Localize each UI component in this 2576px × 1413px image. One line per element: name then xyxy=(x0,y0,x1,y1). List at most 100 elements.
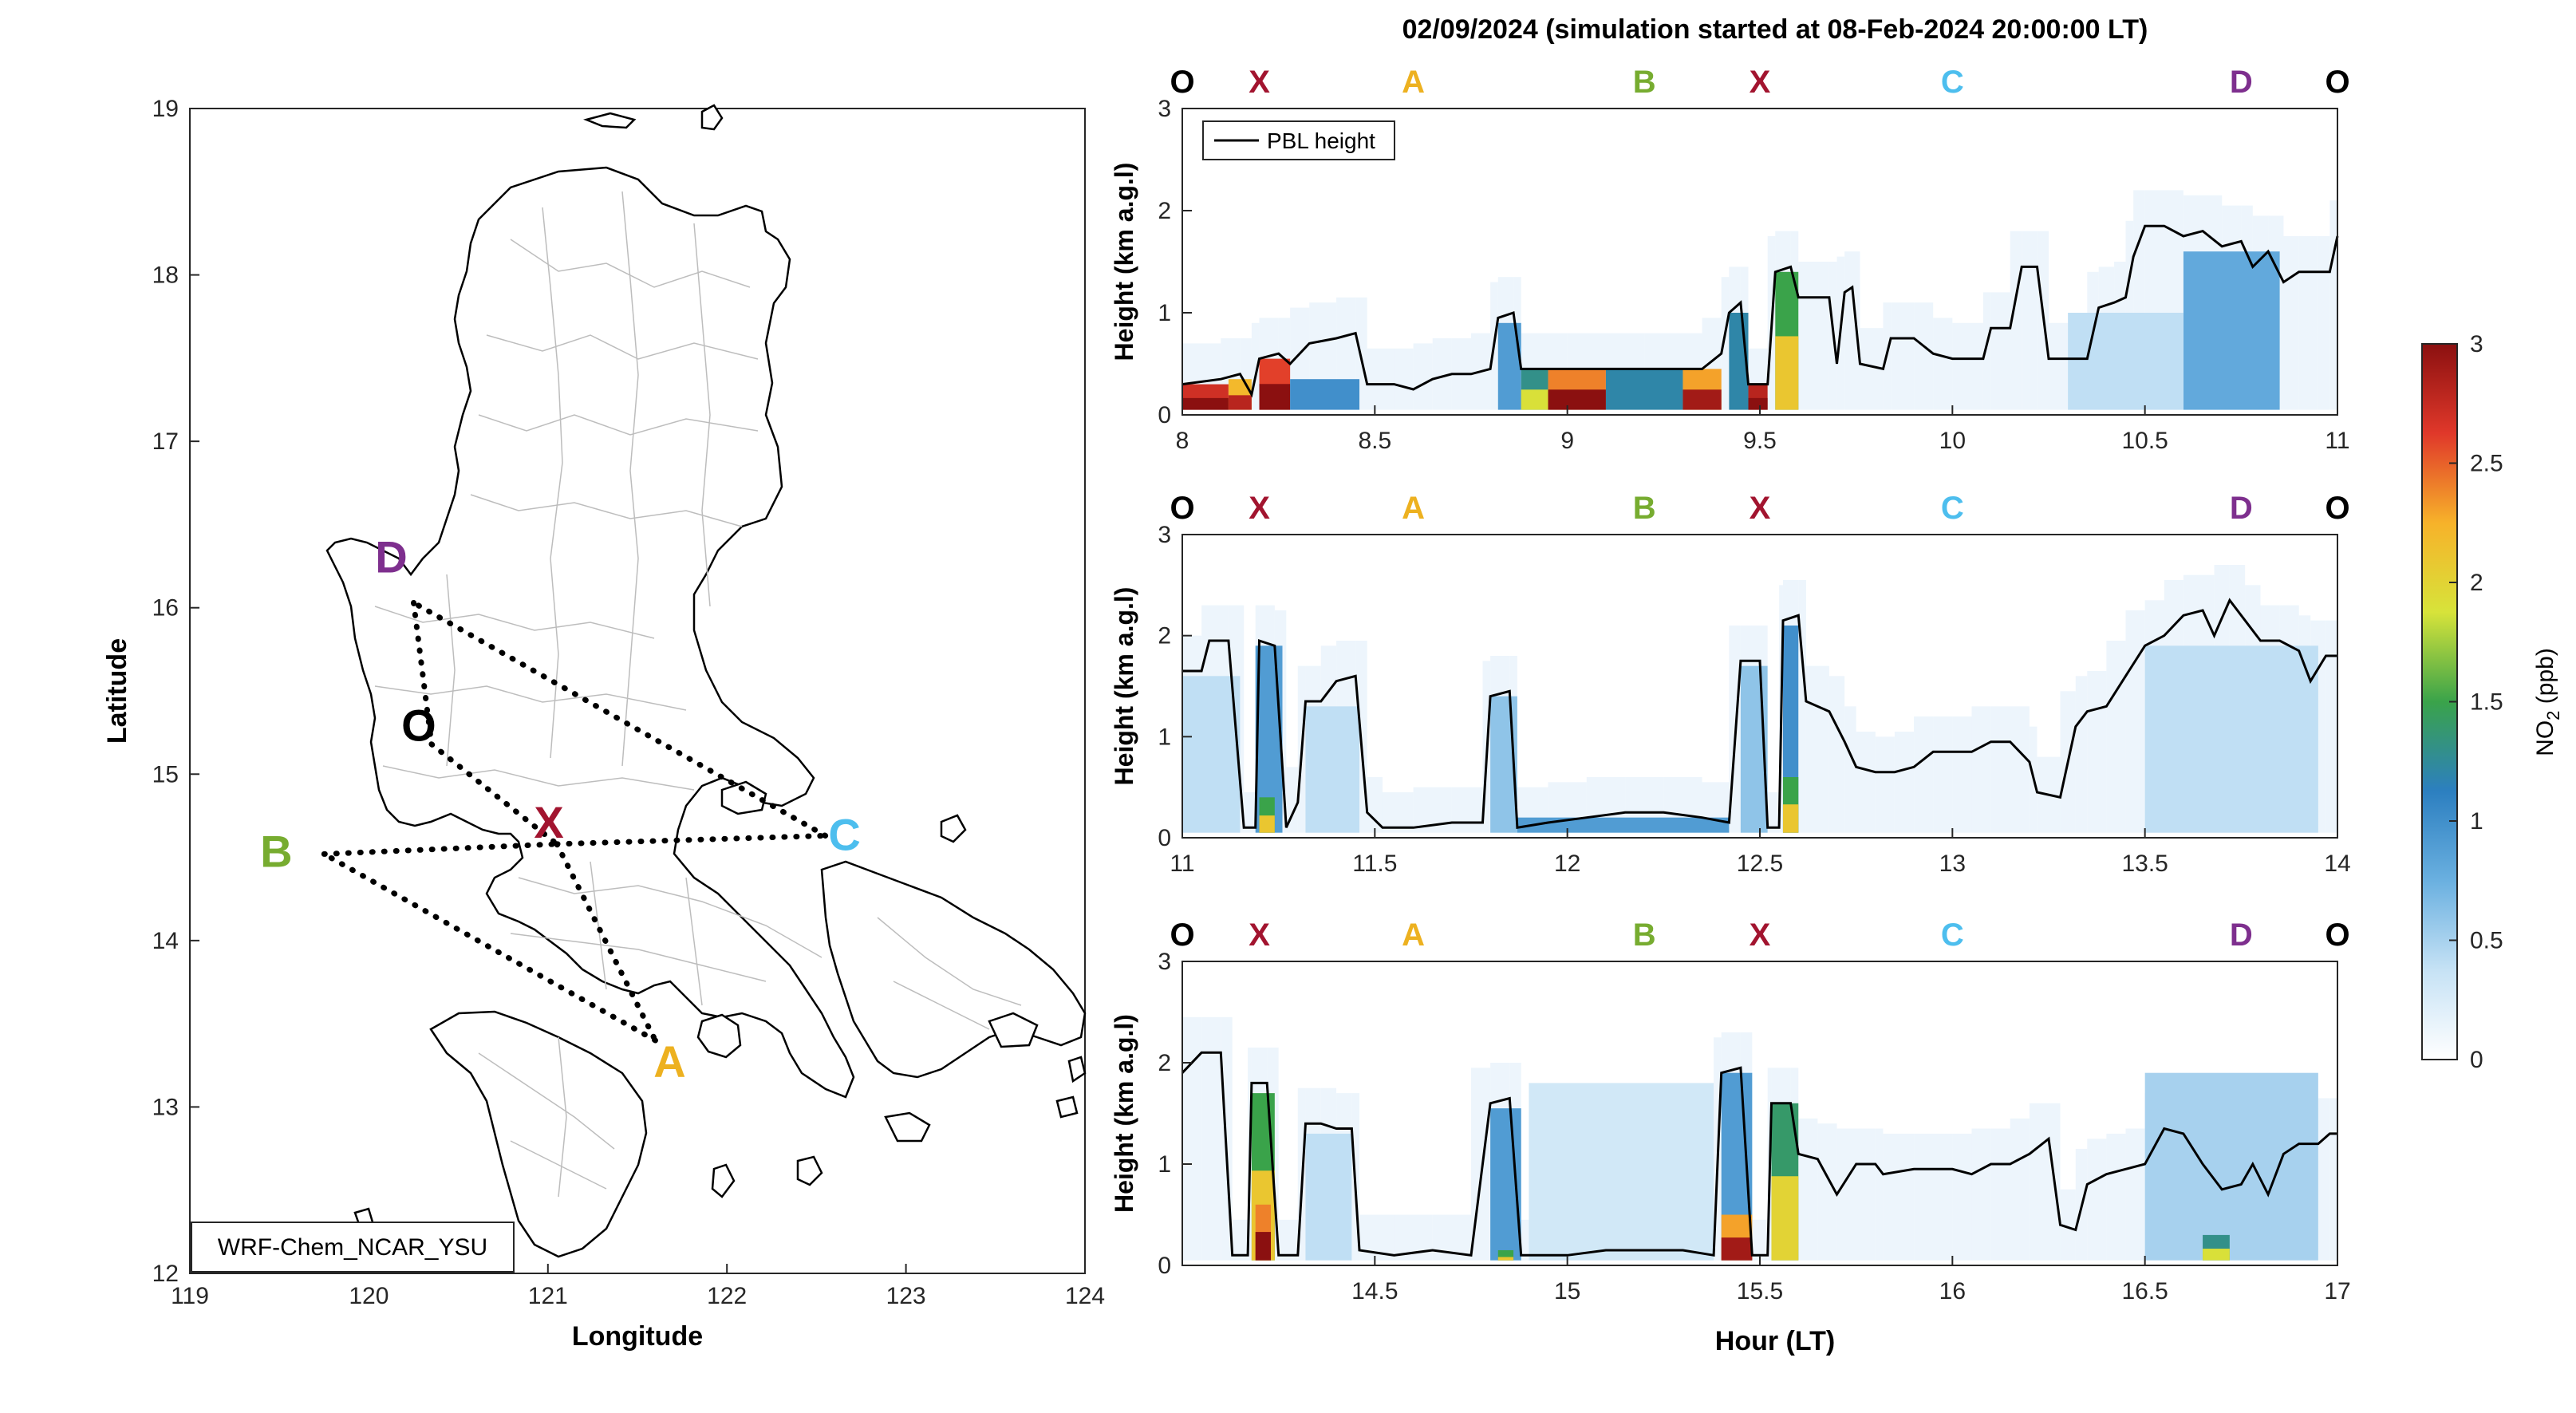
no2-cell-core xyxy=(1259,815,1275,833)
colorbar-tick-label: 3 xyxy=(2470,331,2483,357)
map-y-tick-label: 16 xyxy=(152,595,179,622)
map-site-X: X xyxy=(534,797,563,847)
no2-background-cell xyxy=(1844,251,1852,410)
site-label-D: D xyxy=(2230,65,2253,100)
no2-cell-core xyxy=(1721,1237,1753,1261)
no2-background-cell xyxy=(1767,792,1780,833)
no2-cell xyxy=(1517,817,1730,833)
colorbar-label: NO2 (ppb) xyxy=(2532,648,2563,756)
y-tick-label: 3 xyxy=(1158,949,1171,975)
map-y-tick-label: 15 xyxy=(152,761,179,787)
map-x-tick-label: 121 xyxy=(528,1283,568,1309)
track-segment xyxy=(411,599,829,839)
no2-background-cell xyxy=(1721,277,1730,410)
no2-field xyxy=(1182,1016,2337,1261)
no2-background-cell xyxy=(1201,1016,1221,1261)
y-tick-label: 2 xyxy=(1158,623,1171,649)
no2-background-cell xyxy=(2318,236,2330,410)
no2-background-cell xyxy=(1394,348,1414,410)
no2-background-cell xyxy=(1798,580,1806,833)
x-tick-label: 11.5 xyxy=(1352,851,1397,877)
site-label-X: X xyxy=(1750,491,1771,526)
no2-cell xyxy=(2144,1072,2318,1261)
no2-cell xyxy=(2183,251,2280,410)
marinduque-island xyxy=(696,1013,742,1059)
no2-background-cell xyxy=(2106,1133,2126,1261)
track-segment xyxy=(321,851,658,1044)
no2-cell xyxy=(1182,676,1241,833)
no2-background-cell xyxy=(1990,1128,2010,1261)
figure-title: 02/09/2024 (simulation started at 08-Feb… xyxy=(1402,14,2148,45)
track-segment xyxy=(321,841,560,857)
map-x-tick-label: 120 xyxy=(349,1283,389,1309)
site-label-A: A xyxy=(1402,491,1425,526)
no2-background-cell xyxy=(1828,676,1845,833)
site-label-O: O xyxy=(2325,491,2349,526)
map-x-ticks: 119 120 121 122 123 124 xyxy=(171,1264,1105,1309)
no2-background-cell xyxy=(1232,1219,1249,1261)
map-y-tick-label: 18 xyxy=(152,262,179,289)
no2-background-cell xyxy=(1933,318,1953,410)
no2-cell-core xyxy=(1548,389,1606,410)
no2-background-cell xyxy=(1952,322,1983,410)
x-tick-label: 12 xyxy=(1554,851,1580,877)
no2-background-cell xyxy=(2087,671,2107,833)
colorbar-label-subscript: 2 xyxy=(2543,711,2563,720)
no2-background-cell xyxy=(1933,716,1953,833)
no2-background-cell xyxy=(2010,706,2030,833)
no2-background-cell xyxy=(2283,236,2299,410)
panel-3: 14.5 15 15.5 16 16.5 17 0 1 2 3 Height (km a.g.l) O… xyxy=(1110,918,2351,1304)
map-x-tick-label: 124 xyxy=(1065,1283,1105,1309)
no2-background-cell xyxy=(1752,1219,1768,1261)
site-label-O: O xyxy=(1170,491,1194,526)
no2-background-cell xyxy=(1990,292,2010,410)
no2-field xyxy=(1182,190,2337,410)
no2-background-cell xyxy=(2022,231,2038,410)
no2-background-cell xyxy=(1883,1133,1915,1261)
map-x-tick-label: 119 xyxy=(171,1283,209,1309)
no2-background-cell xyxy=(1875,736,1895,833)
y-tick-label: 0 xyxy=(1158,1253,1171,1279)
x-tick-label: 12.5 xyxy=(1737,851,1783,877)
x-tick-label: 15.5 xyxy=(1737,1278,1783,1304)
map-panel: O X A B C D 119 120 121 122 123 124 12 13 14 15 16 17 18… xyxy=(102,96,1105,1352)
no2-background-cell xyxy=(2329,1098,2337,1261)
no2-background-cell xyxy=(1367,777,1383,833)
no2-background-cell xyxy=(1798,262,1829,410)
map-y-axis-label: Latitude xyxy=(102,638,132,744)
site-label-X: X xyxy=(1750,65,1771,100)
site-label-C: C xyxy=(1941,918,1964,953)
colorbar-tick-label: 0 xyxy=(2470,1047,2483,1073)
track-segment xyxy=(554,832,829,847)
no2-background-cell xyxy=(2329,200,2337,410)
mindoro-island xyxy=(429,1010,648,1258)
x-tick-label: 8 xyxy=(1176,428,1189,454)
colorbar-tick-label: 2.5 xyxy=(2470,451,2503,477)
no2-background-cell xyxy=(1413,343,1433,410)
no2-background-cell xyxy=(1990,706,2010,833)
site-label-A: A xyxy=(1402,65,1425,100)
site-label-B: B xyxy=(1633,65,1656,100)
map-site-labels: O X A B C D xyxy=(260,531,861,1087)
y-tick-label: 0 xyxy=(1158,825,1171,851)
y-tick-label: 1 xyxy=(1158,724,1171,750)
no2-background-cell xyxy=(1244,792,1256,833)
map-x-axis-label: Longitude xyxy=(572,1321,703,1352)
y-axis-label: Height (km a.g.l) xyxy=(1110,587,1138,786)
x-tick-label: 14.5 xyxy=(1351,1278,1398,1304)
map-site-O: O xyxy=(401,701,436,751)
no2-cell-core xyxy=(1497,1257,1514,1261)
x-tick-label: 11 xyxy=(1170,851,1194,877)
admin-boundaries xyxy=(374,191,1022,1198)
site-label-X: X xyxy=(1750,918,1771,953)
track-segment xyxy=(411,599,435,748)
x-tick-label: 11 xyxy=(2325,428,2349,454)
site-label-C: C xyxy=(1941,65,1964,100)
no2-cell-core xyxy=(1771,1176,1799,1261)
no2-background-cell xyxy=(1817,1123,1837,1261)
no2-background-cell xyxy=(1914,1133,1953,1261)
track-segment xyxy=(428,741,560,847)
no2-cell-core xyxy=(1521,389,1548,410)
site-label-A: A xyxy=(1402,918,1425,953)
